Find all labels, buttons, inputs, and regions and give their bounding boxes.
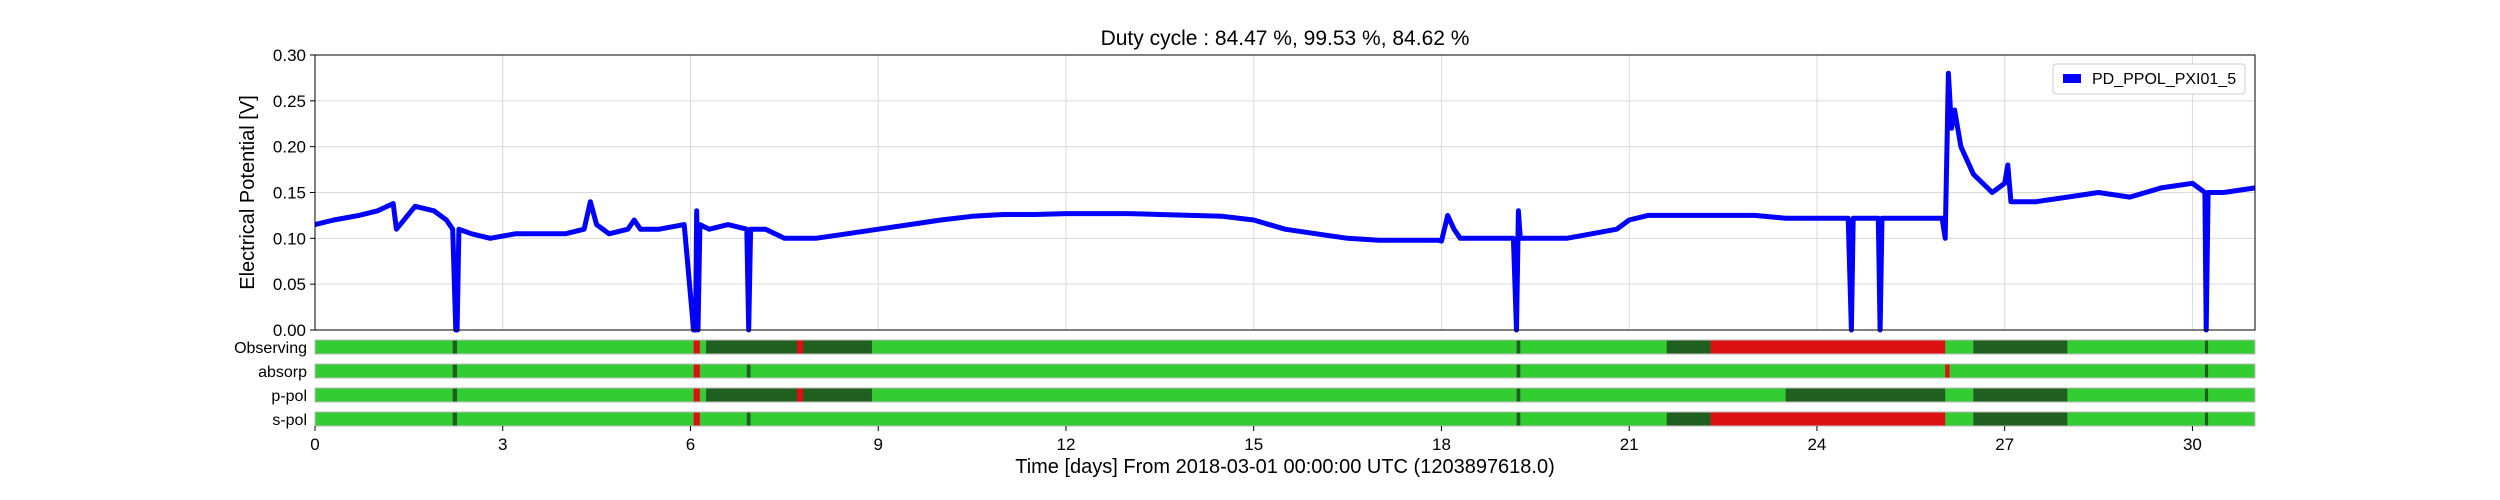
x-tick-label: 12 <box>1057 435 1076 454</box>
y-tick-label: 0.05 <box>273 275 306 294</box>
x-tick-label: 0 <box>310 435 319 454</box>
series-line <box>314 70 2256 333</box>
legend: PD_PPOL_PXI01_5 <box>2052 63 2246 95</box>
x-tick-label: 6 <box>686 435 695 454</box>
segment-row-frame <box>314 387 2256 403</box>
y-tick-label: 0.20 <box>273 138 306 157</box>
y-tick-label: 0.10 <box>273 229 306 248</box>
segment-partial <box>452 412 458 426</box>
segment-off <box>693 364 700 378</box>
segment-off <box>693 412 700 426</box>
segment-row-frame <box>314 411 2256 427</box>
segment-row-bar <box>315 340 2255 354</box>
segment-partial <box>1973 388 2068 402</box>
segment-row-frame <box>314 363 2256 379</box>
segment-partial <box>1666 340 1711 354</box>
x-tick-label: 21 <box>1620 435 1639 454</box>
x-axis: 0 3 6 9 12 15 18 21 24 27 30 <box>310 426 2202 454</box>
y-tick-label: 0.15 <box>273 184 306 203</box>
plot-area <box>314 70 2256 333</box>
segment-partial <box>1516 412 1521 426</box>
segment-partial <box>2204 364 2209 378</box>
segment-rows: Observing absorp p-pol s-pol <box>234 339 2256 429</box>
x-tick-label: 9 <box>873 435 882 454</box>
x-tick-label: 30 <box>2183 435 2202 454</box>
segment-off <box>693 340 700 354</box>
segment-partial <box>746 412 751 426</box>
legend-swatch <box>2063 74 2081 83</box>
segment-partial <box>2204 388 2209 402</box>
segment-partial <box>1666 412 1711 426</box>
x-tick-label: 15 <box>1244 435 1263 454</box>
segment-row-bar <box>315 388 2255 402</box>
segment-partial <box>1973 340 2068 354</box>
segment-partial <box>746 364 751 378</box>
segment-row-bar <box>315 412 2255 426</box>
segment-row-label: s-pol <box>272 412 307 429</box>
x-tick-label: 24 <box>1807 435 1826 454</box>
y-axis: 0.00 0.05 0.10 0.15 0.20 0.25 0.30 <box>273 46 315 340</box>
segment-partial <box>706 340 872 354</box>
segment-partial <box>1785 388 1946 402</box>
segment-off <box>796 340 804 354</box>
segment-partial <box>452 364 458 378</box>
x-tick-label: 27 <box>1995 435 2014 454</box>
y-axis-label: Electrical Potential [V] <box>237 95 259 290</box>
segment-partial <box>1516 340 1521 354</box>
segment-partial <box>452 388 458 402</box>
chart-title: Duty cycle : 84.47 %, 99.53 %, 84.62 % <box>1101 27 1470 50</box>
y-tick-label: 0.30 <box>273 46 306 65</box>
segment-off <box>1710 340 1946 354</box>
segment-off <box>693 388 700 402</box>
x-tick-label: 3 <box>498 435 507 454</box>
segment-row-label: absorp <box>258 364 307 381</box>
x-tick-label: 18 <box>1432 435 1451 454</box>
segment-partial <box>2204 340 2209 354</box>
x-axis-label: Time [days] From 2018-03-01 00:00:00 UTC… <box>1015 456 1555 478</box>
y-tick-label: 0.00 <box>273 321 306 340</box>
segment-partial <box>1516 364 1521 378</box>
y-tick-label: 0.25 <box>273 92 306 111</box>
segment-partial <box>1973 412 2068 426</box>
legend-frame <box>2052 63 2246 95</box>
segment-off <box>1710 412 1946 426</box>
segment-row-label: p-pol <box>271 388 307 405</box>
segment-off <box>796 388 804 402</box>
legend-label: PD_PPOL_PXI01_5 <box>2092 71 2236 88</box>
segment-partial <box>452 340 458 354</box>
segment-off <box>1945 364 1950 378</box>
segment-partial <box>1516 388 1521 402</box>
segment-partial <box>2204 412 2209 426</box>
segment-row-label: Observing <box>234 340 307 357</box>
segment-row-bar <box>315 364 2255 378</box>
segment-row-frame <box>314 339 2256 355</box>
segment-partial <box>706 388 872 402</box>
